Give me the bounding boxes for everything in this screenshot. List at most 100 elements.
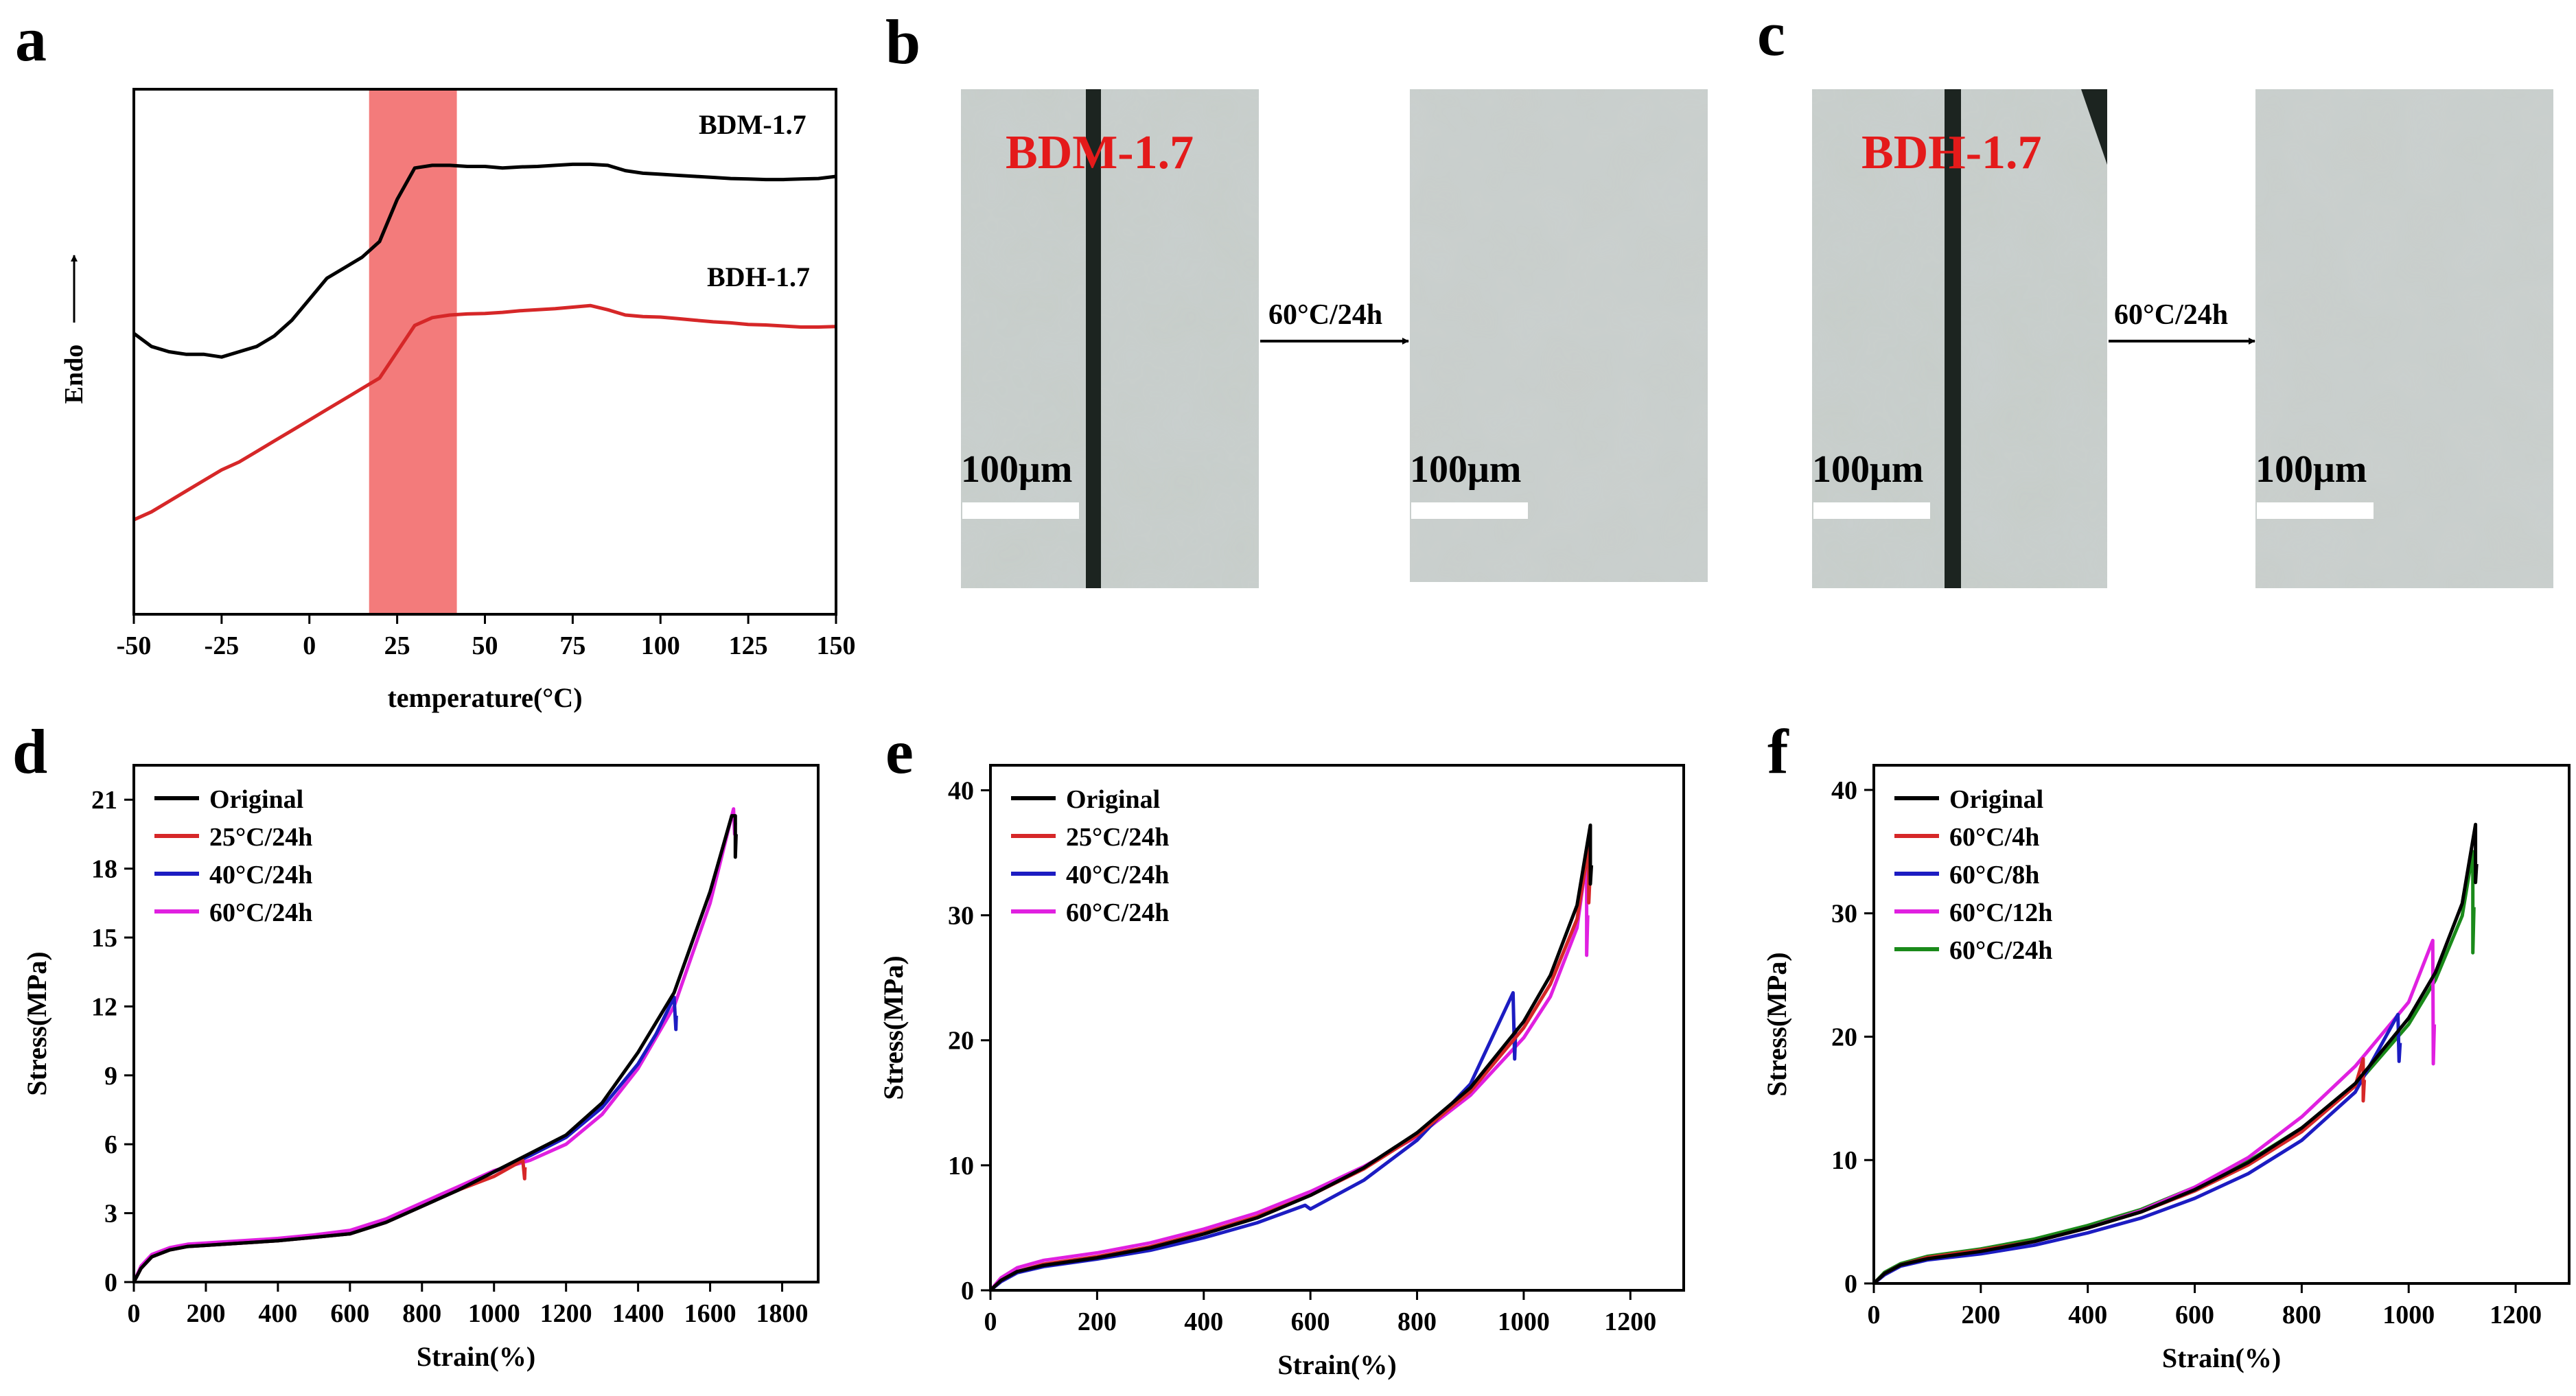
- x-axis-label: Strain(%): [1277, 1349, 1396, 1380]
- y-tick-label: 30: [1831, 900, 1857, 929]
- x-tick-label: 0: [984, 1307, 997, 1336]
- panel-letter-b: b: [885, 7, 920, 77]
- cut-line: [1945, 89, 1961, 588]
- scale-bar: [1813, 502, 1930, 519]
- panel-letter-e: e: [885, 717, 914, 787]
- curve-label-bdh: BDH-1.7: [707, 261, 810, 292]
- y-tick-label: 0: [1844, 1270, 1857, 1299]
- x-tick-label: 800: [402, 1299, 441, 1328]
- x-tick-label: -25: [205, 631, 240, 660]
- x-tick-label: 600: [2175, 1301, 2214, 1329]
- plot-frame: [989, 764, 1685, 1292]
- x-axis-label: Strain(%): [2162, 1342, 2281, 1373]
- y-axis-label: Stress(MPa): [1761, 952, 1792, 1096]
- micrograph-texture: [1410, 89, 1708, 582]
- micrograph-corner-shadow: [2081, 89, 2107, 165]
- series-line: [132, 814, 738, 1283]
- series-line: [1872, 1057, 2367, 1285]
- y-tick-label: 15: [91, 924, 117, 953]
- x-tick-label: 50: [472, 631, 498, 660]
- legend-label: 60°C/12h: [1949, 898, 2052, 927]
- x-tick-label: 100: [641, 631, 680, 660]
- y-tick-label: 40: [948, 776, 974, 805]
- y-tick-label: 20: [948, 1027, 974, 1056]
- y-axis-label: Endo: [60, 345, 89, 404]
- series-line: [989, 823, 1594, 1292]
- x-tick-label: 400: [1184, 1307, 1223, 1336]
- stress-strain-chart-e: 0 200 400 600 800 1000 1200 0 10 20 30 40 Strain(%) S…: [878, 764, 1685, 1380]
- scale-bar: [962, 502, 1079, 519]
- scale-bar: [2257, 502, 2374, 519]
- dsc-chart: -50 -25 0 25 50 75 100 125 150 temperature(°C) E…: [60, 88, 856, 713]
- x-tick-label: 1000: [468, 1299, 520, 1328]
- scale-text: 100μm: [2255, 448, 2367, 491]
- scale-text: 100μm: [961, 448, 1072, 491]
- plot-frame: [1872, 764, 2571, 1285]
- treatment-label: 60°C/24h: [2114, 299, 2228, 331]
- x-tick-label: 1200: [1604, 1307, 1656, 1336]
- y-tick-label: 10: [948, 1152, 974, 1180]
- x-tick-label: 75: [559, 631, 585, 660]
- y-tick-label: 0: [961, 1277, 974, 1305]
- series-line-bdh-1.7: [132, 303, 837, 522]
- series-line: [132, 1159, 527, 1283]
- y-axis-label: Stress(MPa): [878, 955, 909, 1100]
- x-tick-label: 1400: [612, 1299, 664, 1328]
- x-tick-label: 400: [2068, 1301, 2107, 1329]
- panel-letter-f: f: [1767, 717, 1789, 787]
- x-tick-label: 800: [2282, 1301, 2321, 1329]
- y-tick-label: 9: [104, 1062, 117, 1091]
- legend-label: 60°C/8h: [1949, 861, 2039, 889]
- legend-label: Original: [209, 785, 303, 814]
- x-tick-label: 1600: [684, 1299, 736, 1328]
- micrograph-panel-c: BDH-1.7 100μm 60°C/24h 100μm: [1812, 89, 2553, 588]
- legend-label: Original: [1066, 785, 1160, 814]
- x-tick-label: 0: [303, 631, 316, 660]
- treatment-label: 60°C/24h: [1268, 299, 1382, 331]
- series-line-bdm-1.7: [132, 162, 837, 359]
- x-tick-label: 0: [1868, 1301, 1881, 1329]
- x-tick-label: 0: [128, 1299, 141, 1328]
- y-tick-label: 0: [104, 1268, 117, 1297]
- legend-label: 60°C/24h: [1066, 898, 1169, 927]
- legend-label: 60°C/4h: [1949, 823, 2039, 852]
- x-axis-label: temperature(°C): [387, 682, 582, 713]
- series-line: [132, 995, 678, 1283]
- series-line: [1872, 1012, 2402, 1285]
- panel-letter-d: d: [12, 717, 47, 787]
- scale-text: 100μm: [1410, 448, 1521, 491]
- x-tick-label: 1800: [756, 1299, 809, 1328]
- x-tick-label: 200: [1961, 1301, 2000, 1329]
- x-tick-label: -50: [117, 631, 152, 660]
- y-tick-label: 18: [91, 855, 117, 884]
- x-tick-label: 1000: [2382, 1301, 2435, 1329]
- micrograph-panel-b: BDM-1.7 100μm 60°C/24h 100μm: [961, 89, 1708, 588]
- x-tick-label: 600: [330, 1299, 369, 1328]
- legend-label: 25°C/24h: [1066, 823, 1169, 852]
- y-tick-label: 12: [91, 992, 117, 1021]
- scale-bar: [1411, 502, 1528, 519]
- legend-label: 60°C/24h: [209, 898, 312, 927]
- y-tick-label: 30: [948, 902, 974, 931]
- y-tick-label: 6: [104, 1130, 117, 1159]
- series-line: [1872, 938, 2437, 1285]
- legend-label: 40°C/24h: [1066, 861, 1169, 889]
- x-tick-label: 150: [817, 631, 856, 660]
- x-tick-label: 600: [1291, 1307, 1330, 1336]
- x-tick-label: 125: [729, 631, 768, 660]
- x-tick-label: 400: [258, 1299, 297, 1328]
- glass-transition-band: [369, 89, 457, 614]
- legend-label: 60°C/24h: [1949, 936, 2052, 965]
- x-axis-label: Strain(%): [417, 1341, 535, 1372]
- sample-label: BDH-1.7: [1861, 126, 2042, 179]
- x-tick-label: 1200: [540, 1299, 592, 1328]
- x-tick-label: 1000: [1498, 1307, 1550, 1336]
- stress-strain-chart-d: 0 200 400 600 800 1000 1200 1400 1600 1800 0 3 6 9 12 1…: [21, 764, 820, 1372]
- plot-frame: [132, 764, 820, 1283]
- cut-line: [1086, 89, 1101, 588]
- y-tick-label: 3: [104, 1200, 117, 1229]
- x-tick-label: 25: [384, 631, 410, 660]
- scale-text: 100μm: [1812, 448, 1923, 491]
